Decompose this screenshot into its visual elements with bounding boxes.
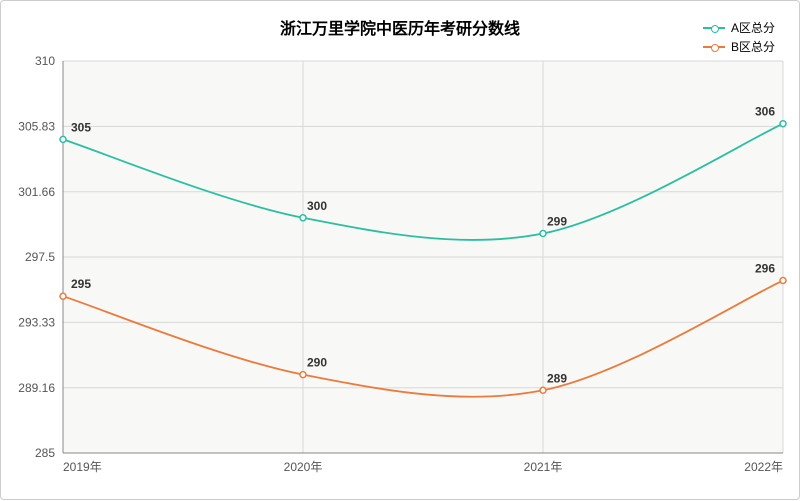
svg-text:297.5: 297.5	[25, 250, 55, 264]
svg-text:2019年: 2019年	[63, 460, 102, 474]
svg-text:295: 295	[71, 277, 91, 291]
svg-text:2022年: 2022年	[744, 460, 783, 474]
chart-plot: 285 289.16 293.33 297.5 301.66 305.83 310 2019年…	[1, 1, 800, 501]
svg-text:2020年: 2020年	[284, 460, 323, 474]
svg-text:310: 310	[35, 54, 55, 68]
svg-text:299: 299	[547, 214, 567, 228]
svg-text:305: 305	[71, 120, 91, 134]
svg-text:296: 296	[755, 262, 775, 276]
svg-text:289: 289	[547, 371, 567, 385]
svg-text:285: 285	[35, 446, 55, 460]
svg-text:300: 300	[307, 199, 327, 213]
svg-text:289.16: 289.16	[18, 381, 55, 395]
svg-text:301.66: 301.66	[18, 185, 55, 199]
svg-text:306: 306	[755, 105, 775, 119]
chart-container: 浙江万里学院中医历年考研分数线 A区总分 B区总分 285289.16293.3…	[0, 0, 800, 500]
svg-text:293.33: 293.33	[18, 315, 55, 329]
svg-text:290: 290	[307, 356, 327, 370]
svg-text:305.83: 305.83	[18, 119, 55, 133]
svg-text:2021年: 2021年	[524, 460, 563, 474]
